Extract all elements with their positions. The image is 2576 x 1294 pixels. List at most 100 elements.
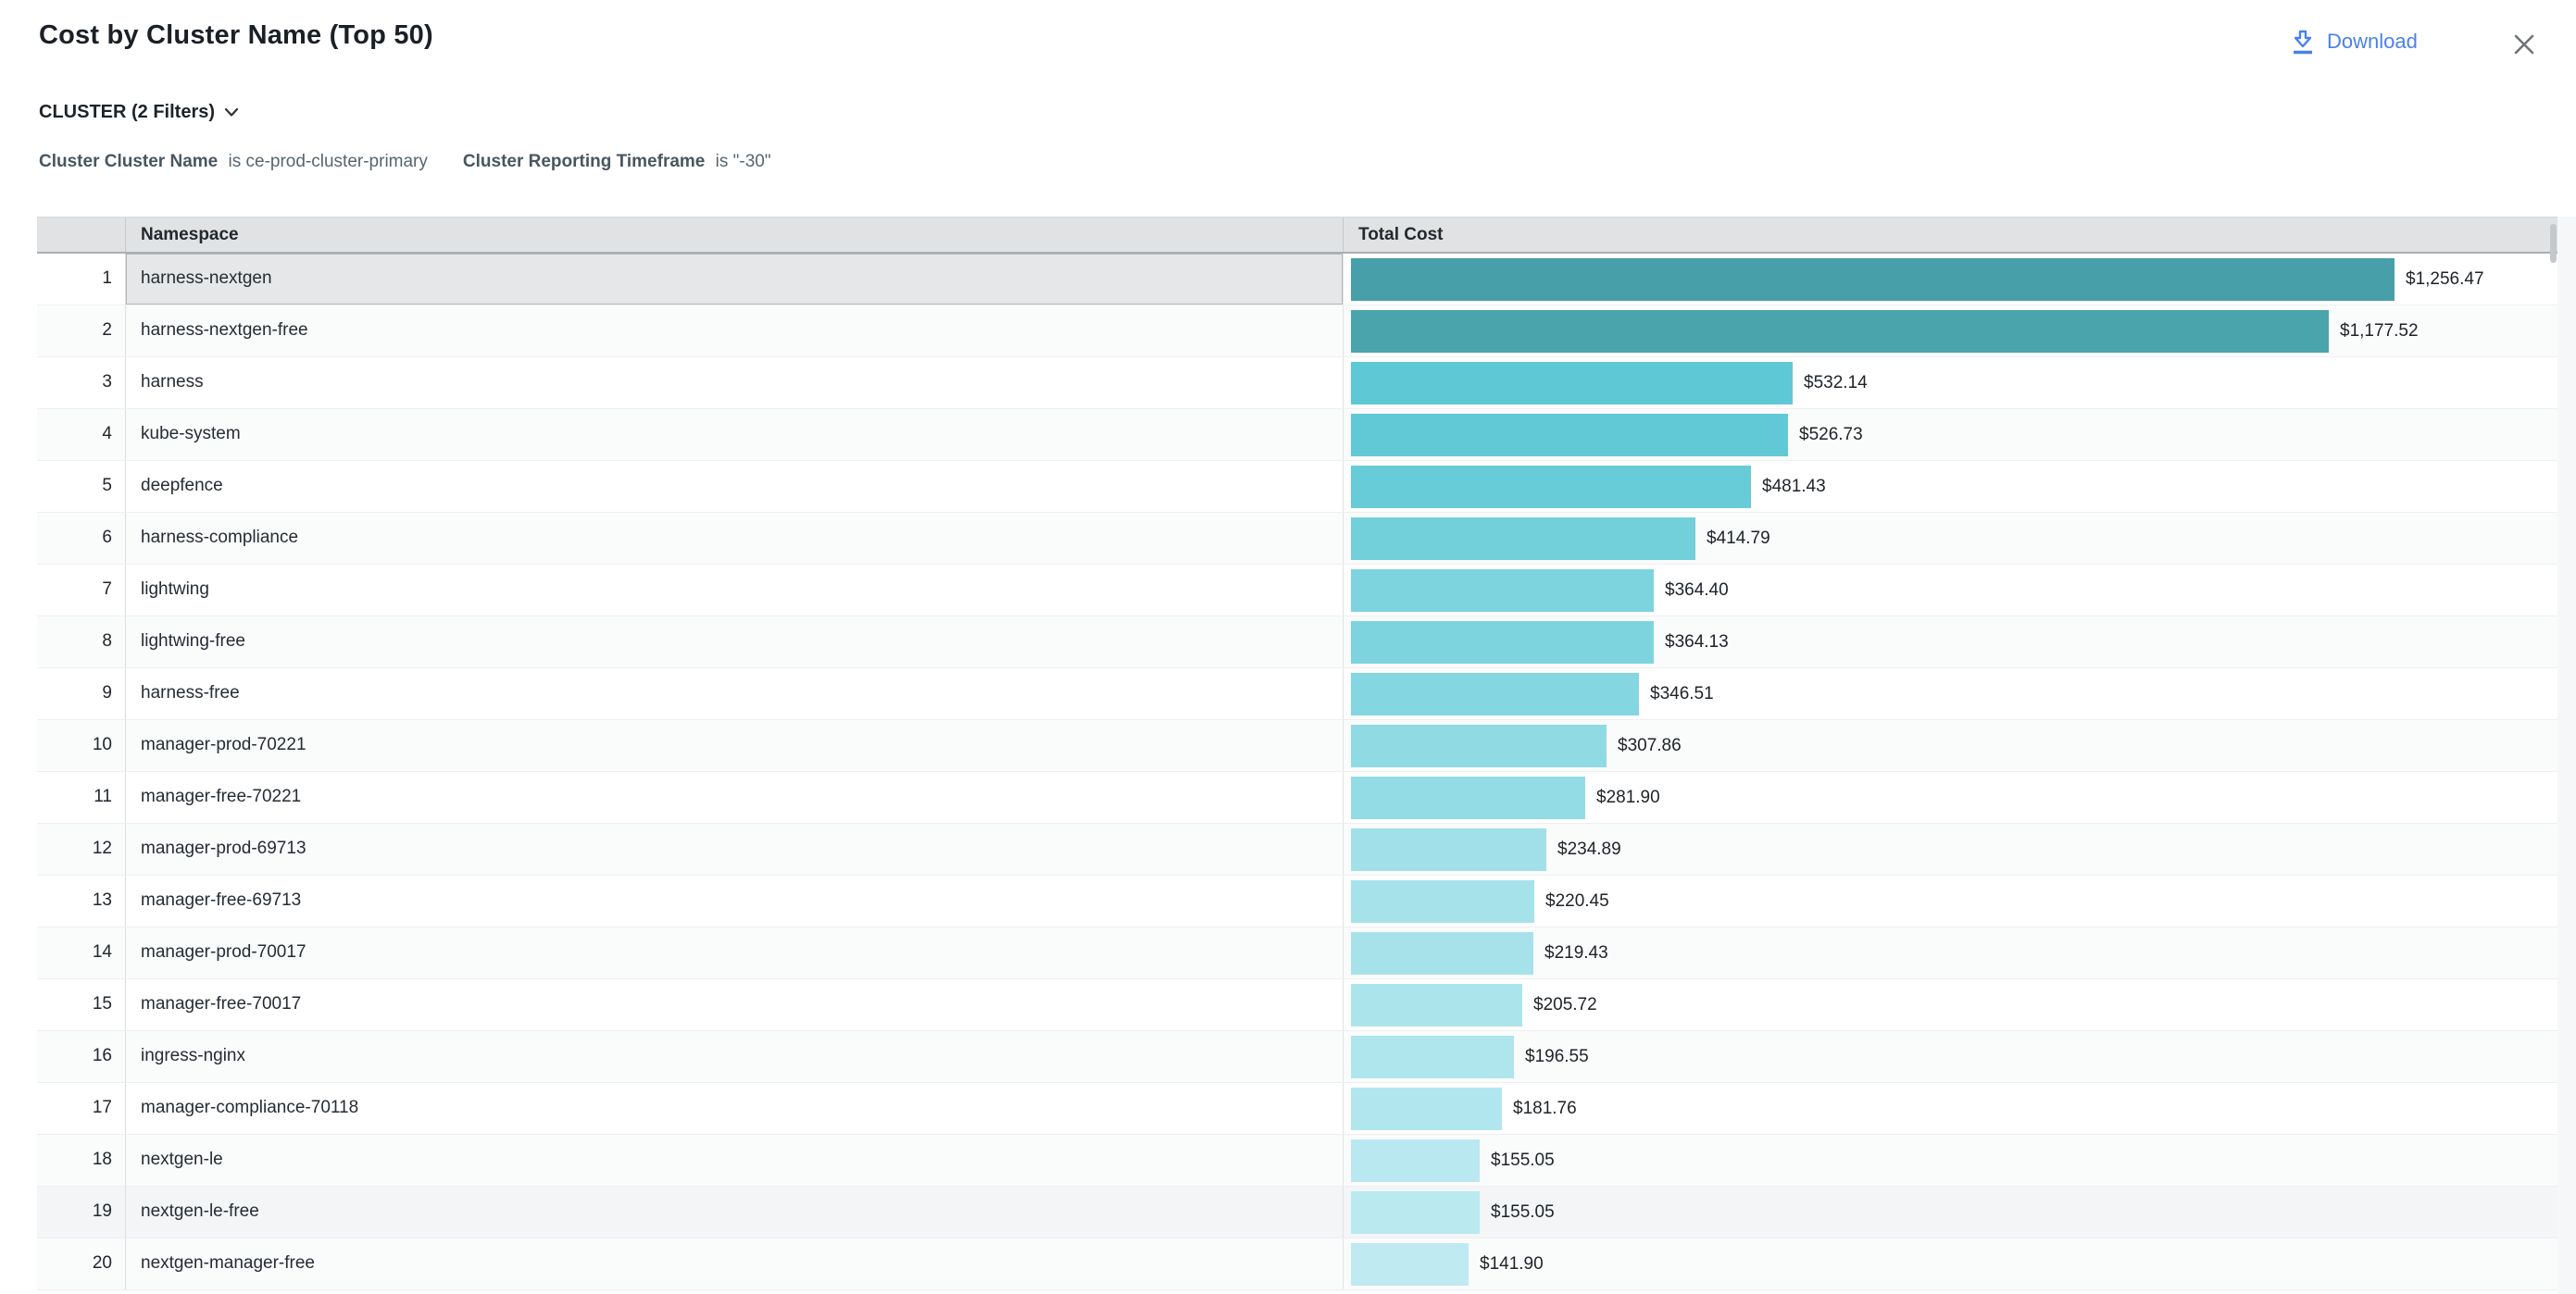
total-cost-cell[interactable]: $205.72 bbox=[1343, 979, 2557, 1030]
namespace-cell[interactable]: harness bbox=[141, 372, 204, 392]
filter-chip-condition: is ce-prod-cluster-primary bbox=[228, 152, 428, 171]
namespace-cell[interactable]: nextgen-le bbox=[141, 1150, 223, 1169]
table-row[interactable]: 20 nextgen-manager-free $141.90 bbox=[37, 1238, 2557, 1290]
namespace-cell[interactable]: manager-free-70221 bbox=[141, 787, 302, 806]
total-cost-cell[interactable]: $219.43 bbox=[1343, 927, 2557, 978]
namespace-cell[interactable]: manager-compliance-70118 bbox=[141, 1098, 359, 1117]
total-cost-cell[interactable]: $155.05 bbox=[1343, 1135, 2557, 1186]
cost-bar[interactable] bbox=[1351, 516, 1695, 560]
cost-bar[interactable] bbox=[1351, 1035, 1514, 1078]
cost-value: $364.13 bbox=[1665, 631, 1729, 652]
namespace-cell[interactable]: manager-free-69713 bbox=[141, 890, 302, 910]
namespace-cell[interactable]: nextgen-manager-free bbox=[141, 1253, 315, 1273]
table-row[interactable]: 10 manager-prod-70221 $307.86 bbox=[37, 720, 2557, 772]
cost-bar[interactable] bbox=[1351, 1242, 1469, 1286]
total-cost-cell[interactable]: $155.05 bbox=[1343, 1187, 2557, 1238]
cost-bar[interactable] bbox=[1351, 724, 1607, 767]
table-row[interactable]: 1 harness-nextgen $1,256.47 bbox=[37, 254, 2557, 305]
table-row[interactable]: 17 manager-compliance-70118 $181.76 bbox=[37, 1083, 2557, 1135]
download-button[interactable]: Download bbox=[2291, 29, 2418, 55]
namespace-column-header[interactable]: Namespace bbox=[141, 225, 239, 244]
cost-bar[interactable] bbox=[1351, 983, 1522, 1026]
cost-bar[interactable] bbox=[1351, 879, 1534, 923]
cost-bar[interactable] bbox=[1351, 568, 1654, 612]
namespace-cell[interactable]: manager-prod-70221 bbox=[141, 735, 306, 754]
cost-bar[interactable] bbox=[1351, 931, 1533, 975]
total-cost-cell[interactable]: $141.90 bbox=[1343, 1238, 2557, 1289]
total-cost-cell[interactable]: $307.86 bbox=[1343, 720, 2557, 771]
namespace-cell[interactable]: lightwing bbox=[141, 579, 209, 599]
cost-value: $220.45 bbox=[1545, 890, 1609, 911]
namespace-cell[interactable]: nextgen-le-free bbox=[141, 1201, 259, 1221]
cost-value: $155.05 bbox=[1491, 1201, 1555, 1222]
total-cost-cell[interactable]: $532.14 bbox=[1343, 357, 2557, 408]
total-cost-column-header[interactable]: Total Cost bbox=[1343, 218, 2557, 252]
namespace-cell[interactable]: harness-nextgen-free bbox=[141, 320, 308, 340]
filter-chip[interactable]: Cluster Cluster Name is ce-prod-cluster-… bbox=[39, 152, 428, 172]
table-row[interactable]: 7 lightwing $364.40 bbox=[37, 565, 2557, 616]
filter-chip[interactable]: Cluster Reporting Timeframe is "-30" bbox=[463, 152, 771, 172]
total-cost-cell[interactable]: $346.51 bbox=[1343, 668, 2557, 719]
table-row[interactable]: 5 deepfence $481.43 bbox=[37, 461, 2557, 513]
table-row[interactable]: 9 harness-free $346.51 bbox=[37, 668, 2557, 720]
total-cost-cell[interactable]: $1,256.47 bbox=[1343, 254, 2557, 305]
total-cost-cell[interactable]: $1,177.52 bbox=[1343, 305, 2557, 356]
total-cost-cell[interactable]: $481.43 bbox=[1343, 461, 2557, 512]
table-row[interactable]: 4 kube-system $526.73 bbox=[37, 409, 2557, 461]
cost-bar[interactable] bbox=[1351, 776, 1585, 819]
cost-value: $196.55 bbox=[1525, 1046, 1589, 1066]
cost-value: $155.05 bbox=[1491, 1150, 1555, 1170]
total-cost-cell[interactable]: $220.45 bbox=[1343, 876, 2557, 927]
table-row[interactable]: 6 harness-compliance $414.79 bbox=[37, 513, 2557, 565]
namespace-cell[interactable]: deepfence bbox=[141, 476, 223, 495]
namespace-cell[interactable]: lightwing-free bbox=[141, 631, 245, 651]
row-index: 12 bbox=[37, 824, 126, 875]
total-cost-cell[interactable]: $414.79 bbox=[1343, 513, 2557, 564]
table-row[interactable]: 8 lightwing-free $364.13 bbox=[37, 616, 2557, 668]
table-row[interactable]: 19 nextgen-le-free $155.05 bbox=[37, 1187, 2557, 1238]
namespace-cell[interactable]: harness-nextgen bbox=[126, 254, 1343, 305]
cost-value: $1,177.52 bbox=[2340, 320, 2419, 341]
total-cost-cell[interactable]: $281.90 bbox=[1343, 772, 2557, 823]
cost-bar[interactable] bbox=[1351, 672, 1639, 715]
cost-value: $181.76 bbox=[1513, 1098, 1577, 1118]
close-button[interactable] bbox=[2506, 26, 2543, 63]
table-row[interactable]: 11 manager-free-70221 $281.90 bbox=[37, 772, 2557, 824]
total-cost-cell[interactable]: $526.73 bbox=[1343, 409, 2557, 460]
namespace-cell[interactable]: harness-free bbox=[141, 683, 240, 703]
cost-bar[interactable] bbox=[1351, 465, 1751, 508]
row-index: 11 bbox=[37, 772, 126, 823]
namespace-cell[interactable]: ingress-nginx bbox=[141, 1046, 245, 1065]
cost-bar[interactable] bbox=[1351, 1087, 1502, 1130]
close-icon bbox=[2509, 30, 2539, 59]
total-cost-cell[interactable]: $364.13 bbox=[1343, 616, 2557, 667]
table-row[interactable]: 16 ingress-nginx $196.55 bbox=[37, 1031, 2557, 1083]
vertical-scrollbar[interactable] bbox=[2550, 224, 2557, 263]
namespace-cell[interactable]: kube-system bbox=[141, 424, 241, 443]
table-row[interactable]: 3 harness $532.14 bbox=[37, 357, 2557, 409]
namespace-cell[interactable]: manager-prod-69713 bbox=[141, 839, 306, 858]
cost-bar[interactable] bbox=[1351, 361, 1793, 404]
cost-bar[interactable] bbox=[1351, 257, 2395, 301]
total-cost-cell[interactable]: $196.55 bbox=[1343, 1031, 2557, 1082]
table-row[interactable]: 18 nextgen-le $155.05 bbox=[37, 1135, 2557, 1187]
namespace-cell[interactable]: manager-free-70017 bbox=[141, 994, 302, 1014]
cost-bar[interactable] bbox=[1351, 620, 1654, 664]
filter-group-toggle[interactable]: CLUSTER (2 Filters) bbox=[39, 102, 239, 123]
namespace-cell[interactable]: manager-prod-70017 bbox=[141, 942, 306, 962]
cost-bar[interactable] bbox=[1351, 309, 2329, 353]
total-cost-cell[interactable]: $181.76 bbox=[1343, 1083, 2557, 1134]
table-row[interactable]: 13 manager-free-69713 $220.45 bbox=[37, 876, 2557, 927]
total-cost-cell[interactable]: $364.40 bbox=[1343, 565, 2557, 616]
cost-bar[interactable] bbox=[1351, 413, 1788, 456]
table-row[interactable]: 15 manager-free-70017 $205.72 bbox=[37, 979, 2557, 1031]
table-row[interactable]: 2 harness-nextgen-free $1,177.52 bbox=[37, 305, 2557, 357]
cost-bar[interactable] bbox=[1351, 1190, 1480, 1234]
namespace-cell[interactable]: harness-compliance bbox=[141, 528, 299, 547]
table-row[interactable]: 14 manager-prod-70017 $219.43 bbox=[37, 927, 2557, 979]
cost-value: $526.73 bbox=[1799, 424, 1863, 444]
table-row[interactable]: 12 manager-prod-69713 $234.89 bbox=[37, 824, 2557, 876]
cost-bar[interactable] bbox=[1351, 827, 1546, 871]
total-cost-cell[interactable]: $234.89 bbox=[1343, 824, 2557, 875]
cost-bar[interactable] bbox=[1351, 1138, 1480, 1182]
